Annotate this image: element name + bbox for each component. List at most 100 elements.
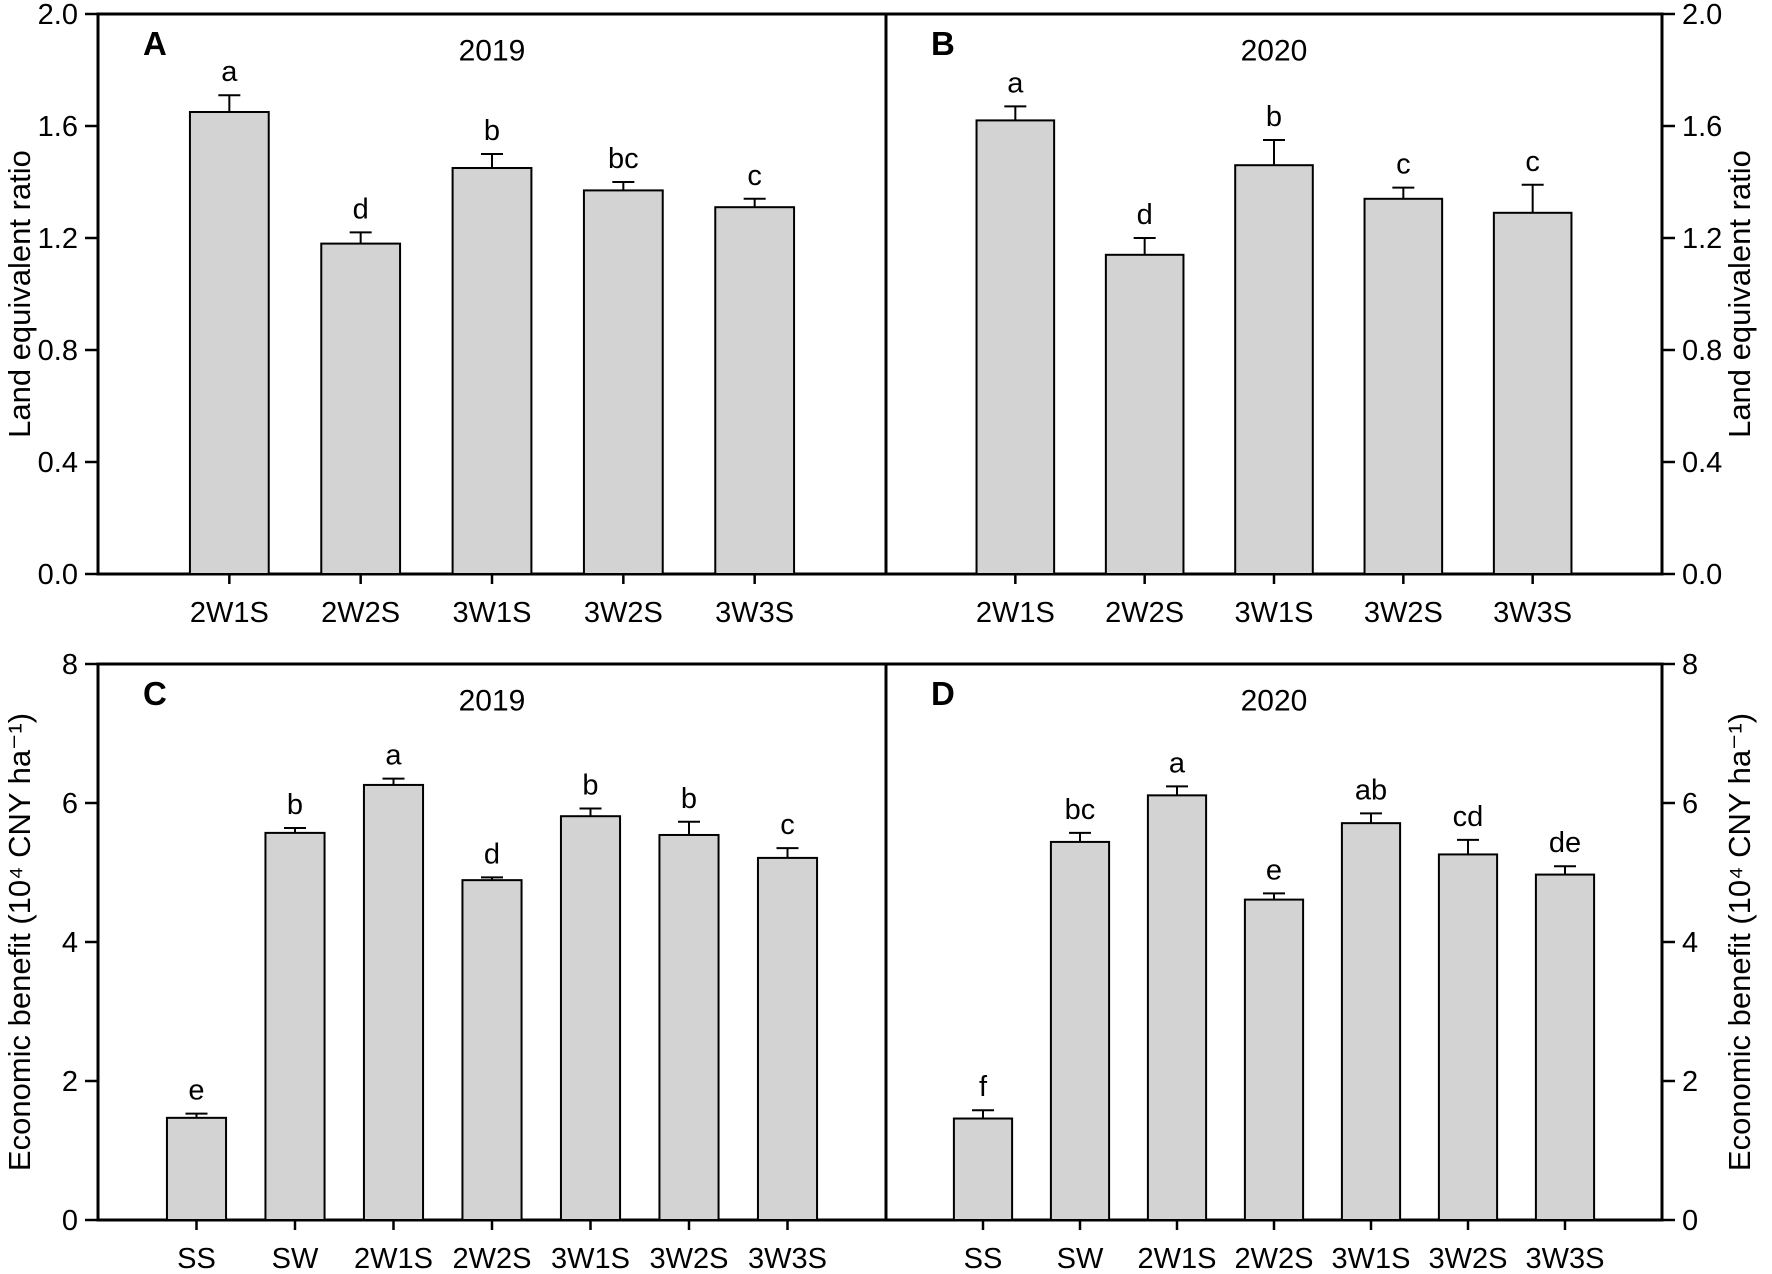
category-label: 3W2S — [584, 597, 663, 629]
y-tick-label: 0.4 — [38, 447, 78, 479]
sig-letter: e — [188, 1075, 204, 1107]
bar-b-2w1s — [975, 119, 1056, 576]
bar-d-3w2s — [1437, 853, 1499, 1221]
bar-a-2w1s — [188, 111, 270, 575]
y-tick-label: 2 — [62, 1066, 78, 1098]
y-tick-label: 6 — [62, 788, 78, 820]
panel-title-d: 2020 — [1241, 685, 1308, 718]
y-tick-label: 0.8 — [38, 335, 78, 367]
category-label: SS — [177, 1243, 216, 1269]
bar-b-2w2s — [1104, 253, 1185, 576]
y-axis-title-row1-right: Land equivalent ratio — [1722, 150, 1757, 438]
sig-letter: b — [1266, 101, 1282, 133]
y-tick-label: 4 — [1682, 927, 1698, 959]
y-axis-title-row1-left: Land equivalent ratio — [2, 150, 37, 438]
bar-d-2w1s — [1146, 794, 1208, 1221]
sig-letter: a — [221, 56, 238, 88]
y-tick-label: 0.0 — [1682, 559, 1722, 591]
bar-c-ss — [165, 1116, 228, 1221]
bar-d-sw — [1049, 840, 1111, 1221]
sig-letter: a — [1007, 67, 1024, 99]
panel-frame-row1 — [96, 12, 1664, 576]
y-tick-label: 0.8 — [1682, 335, 1722, 367]
category-label: 3W3S — [715, 597, 794, 629]
bar-d-2w2s — [1243, 898, 1305, 1221]
bar-c-3w1s — [559, 815, 622, 1222]
panels-group: 0.00.40.81.21.62.0A 2019a2W1Sd2W2Sb3W1Sbc… — [38, 0, 1723, 1274]
category-label: 3W1S — [453, 597, 532, 629]
category-label: 2W2S — [1235, 1243, 1314, 1269]
y-axis-title-row2-right: Economic benefit (10⁴ CNY ha⁻¹) — [1722, 713, 1757, 1171]
panel-letter-a: A — [143, 25, 167, 62]
category-label: 3W2S — [1364, 597, 1443, 629]
panel-title-c: 2019 — [459, 685, 526, 718]
sig-letter: d — [353, 193, 369, 225]
sig-letter: bc — [608, 143, 639, 175]
category-label: 2W2S — [453, 1243, 532, 1269]
category-label: SS — [964, 1243, 1003, 1269]
bar-c-2w1s — [362, 783, 425, 1221]
y-tick-label: 8 — [1682, 649, 1698, 681]
bar-c-sw — [264, 831, 326, 1221]
category-label: SW — [272, 1243, 319, 1269]
sig-letter: c — [747, 160, 762, 192]
category-label: 3W1S — [551, 1243, 630, 1269]
y-tick-label: 2 — [1682, 1066, 1698, 1098]
y-tick-label: 1.2 — [1682, 223, 1722, 255]
bar-a-3w3s — [714, 206, 796, 575]
sig-letter: bc — [1065, 794, 1096, 826]
bar-a-2w2s — [320, 242, 402, 575]
category-label: 3W2S — [650, 1243, 729, 1269]
y-tick-label: 4 — [62, 927, 78, 959]
category-label: 3W1S — [1235, 597, 1314, 629]
y-tick-label: 1.6 — [38, 111, 78, 143]
sig-letter: b — [287, 789, 303, 821]
y-tick-label: 6 — [1682, 788, 1698, 820]
category-label: 3W3S — [748, 1243, 827, 1269]
category-label: 2W2S — [1105, 597, 1184, 629]
sig-letter: ab — [1355, 774, 1387, 806]
sig-letter: c — [1525, 146, 1540, 178]
sig-letter: a — [385, 740, 402, 772]
bar-b-3w3s — [1492, 211, 1573, 576]
bar-c-3w3s — [756, 856, 819, 1222]
sig-letter: e — [1266, 854, 1282, 886]
bar-b-3w1s — [1234, 164, 1314, 575]
bar-d-3w1s — [1340, 822, 1402, 1222]
category-label: 3W1S — [1332, 1243, 1411, 1269]
y-tick-label: 8 — [62, 649, 78, 681]
sig-letter: b — [681, 783, 697, 815]
sig-letter: d — [1137, 199, 1153, 231]
y-tick-label: 0.4 — [1682, 447, 1722, 479]
sig-letter: c — [1396, 149, 1411, 181]
sig-letter: d — [484, 838, 500, 870]
bar-d-3w3s — [1534, 873, 1596, 1222]
y-tick-label: 1.2 — [38, 223, 78, 255]
sig-letter: b — [484, 115, 500, 147]
category-label: 3W3S — [1493, 597, 1572, 629]
panel-title-a: 2019 — [459, 35, 526, 68]
y-tick-label: 0.0 — [38, 559, 78, 591]
y-tick-label: 0 — [1682, 1205, 1698, 1237]
bar-a-3w2s — [582, 189, 664, 575]
sig-letter: a — [1169, 747, 1186, 779]
category-label: 2W1S — [354, 1243, 433, 1269]
sig-letter: c — [780, 809, 795, 841]
panel-letter-c: C — [143, 675, 167, 712]
panel-title-b: 2020 — [1241, 35, 1308, 68]
panel-letter-b: B — [931, 25, 955, 62]
y-tick-label: 2.0 — [1682, 0, 1722, 31]
bar-b-3w2s — [1363, 197, 1444, 576]
category-label: 3W2S — [1429, 1243, 1508, 1269]
sig-letter: b — [582, 770, 598, 802]
y-tick-label: 2.0 — [38, 0, 78, 31]
category-label: 2W1S — [190, 597, 269, 629]
sig-letter: cd — [1453, 801, 1484, 833]
bar-c-2w2s — [461, 879, 523, 1222]
panel-frame-row2 — [96, 662, 1664, 1222]
sig-letter: f — [979, 1071, 988, 1103]
y-axis-title-row2-left: Economic benefit (10⁴ CNY ha⁻¹) — [2, 713, 37, 1171]
y-tick-label: 1.6 — [1682, 111, 1722, 143]
